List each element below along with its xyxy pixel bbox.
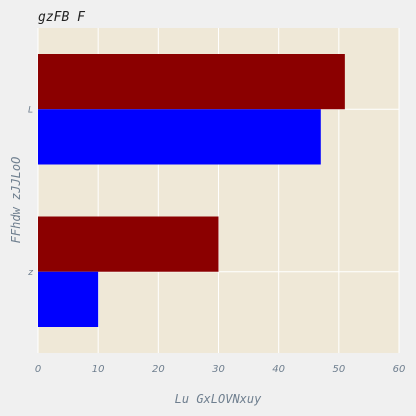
x-tick-label: 20 bbox=[152, 364, 165, 375]
y-axis-label: FFhdw zJJLoO bbox=[9, 157, 23, 244]
bar bbox=[38, 216, 219, 272]
x-tick-label: 50 bbox=[332, 364, 345, 375]
y-tick-label: L bbox=[28, 105, 33, 115]
chart-title: gzFB F bbox=[38, 10, 86, 25]
y-tick-label: z bbox=[27, 268, 33, 278]
bar bbox=[38, 271, 99, 327]
x-tick-label: 10 bbox=[92, 364, 105, 375]
x-tick-label: 60 bbox=[393, 364, 406, 375]
x-tick-label: 40 bbox=[272, 364, 285, 375]
bar bbox=[38, 109, 321, 165]
x-ticks: 0 10 20 30 40 50 60 bbox=[35, 364, 406, 375]
x-axis-label: Lu GxLOVNxuy bbox=[175, 392, 262, 406]
bar bbox=[38, 54, 345, 110]
x-tick-label: 0 bbox=[35, 364, 41, 375]
bars bbox=[38, 54, 345, 327]
x-tick-label: 30 bbox=[212, 364, 225, 375]
y-ticks: Lz bbox=[27, 105, 33, 278]
